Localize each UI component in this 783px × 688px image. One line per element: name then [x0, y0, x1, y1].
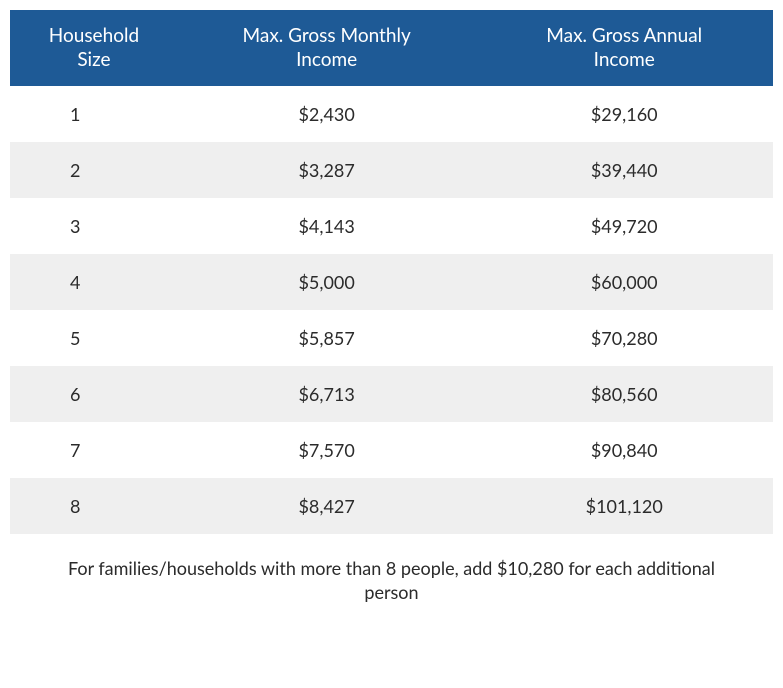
header-annual-income: Max. Gross Annual Income	[475, 10, 773, 86]
cell-monthly: $7,570	[178, 422, 476, 478]
table-header-row: Household Size Max. Gross Monthly Income…	[10, 10, 773, 86]
table-row: 8 $8,427 $101,120	[10, 478, 773, 534]
table-body: 1 $2,430 $29,160 2 $3,287 $39,440 3 $4,1…	[10, 86, 773, 534]
cell-monthly: $5,857	[178, 310, 476, 366]
header-text: Income	[296, 48, 357, 71]
cell-annual: $49,720	[475, 198, 773, 254]
cell-annual: $29,160	[475, 86, 773, 142]
header-text: Max. Gross Annual	[546, 24, 702, 47]
cell-size: 3	[10, 198, 178, 254]
table-row: 6 $6,713 $80,560	[10, 366, 773, 422]
table-row: 5 $5,857 $70,280	[10, 310, 773, 366]
cell-monthly: $3,287	[178, 142, 476, 198]
cell-annual: $39,440	[475, 142, 773, 198]
cell-size: 1	[10, 86, 178, 142]
header-text: Household	[49, 24, 139, 47]
table-row: 2 $3,287 $39,440	[10, 142, 773, 198]
income-table: Household Size Max. Gross Monthly Income…	[10, 10, 773, 534]
header-text: Income	[594, 48, 655, 71]
table-row: 4 $5,000 $60,000	[10, 254, 773, 310]
cell-size: 6	[10, 366, 178, 422]
cell-size: 8	[10, 478, 178, 534]
footnote: For families/households with more than 8…	[10, 556, 773, 605]
cell-monthly: $6,713	[178, 366, 476, 422]
cell-size: 4	[10, 254, 178, 310]
income-table-container: Household Size Max. Gross Monthly Income…	[10, 10, 773, 604]
cell-annual: $60,000	[475, 254, 773, 310]
header-text: Max. Gross Monthly	[243, 24, 411, 47]
header-text: Size	[77, 48, 110, 71]
header-monthly-income: Max. Gross Monthly Income	[178, 10, 476, 86]
cell-monthly: $8,427	[178, 478, 476, 534]
cell-annual: $80,560	[475, 366, 773, 422]
cell-monthly: $4,143	[178, 198, 476, 254]
table-row: 7 $7,570 $90,840	[10, 422, 773, 478]
table-row: 3 $4,143 $49,720	[10, 198, 773, 254]
cell-size: 2	[10, 142, 178, 198]
table-row: 1 $2,430 $29,160	[10, 86, 773, 142]
cell-annual: $90,840	[475, 422, 773, 478]
cell-monthly: $2,430	[178, 86, 476, 142]
header-household-size: Household Size	[10, 10, 178, 86]
cell-monthly: $5,000	[178, 254, 476, 310]
cell-annual: $70,280	[475, 310, 773, 366]
cell-annual: $101,120	[475, 478, 773, 534]
cell-size: 5	[10, 310, 178, 366]
cell-size: 7	[10, 422, 178, 478]
